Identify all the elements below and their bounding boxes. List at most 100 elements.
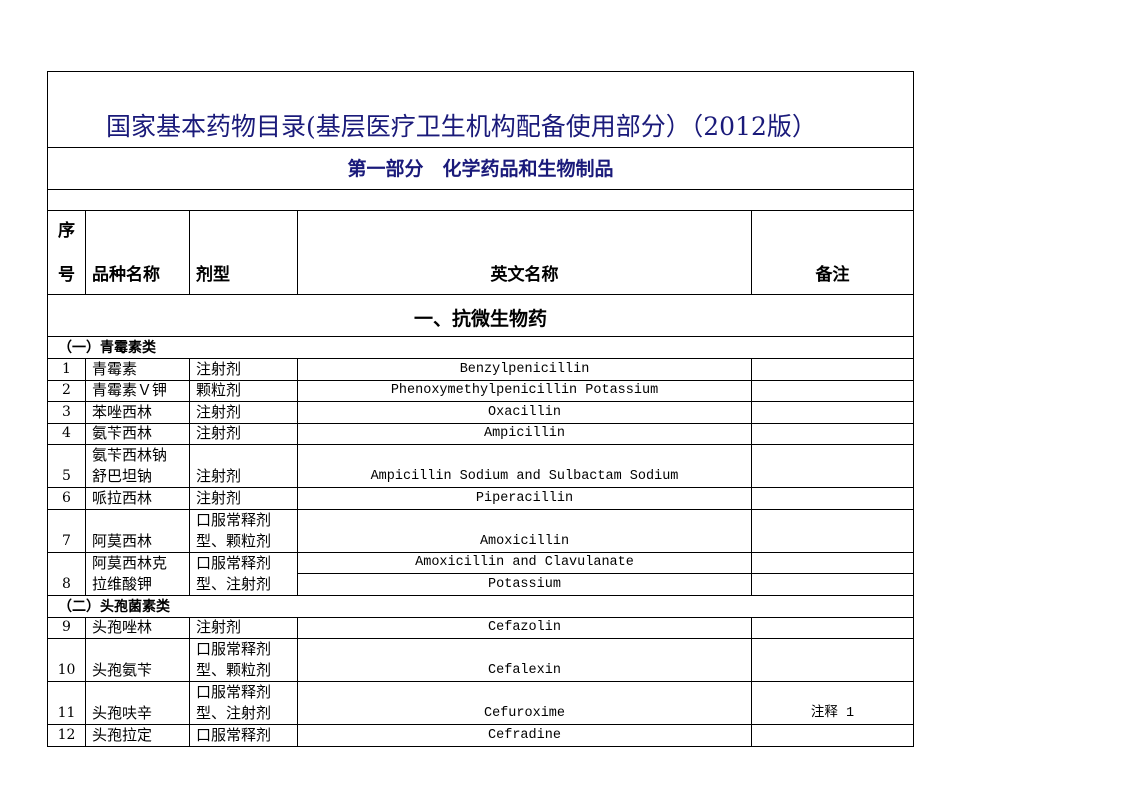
table-cell: 英文名称 bbox=[297, 210, 752, 295]
table-cell: 剂型 bbox=[189, 210, 298, 295]
cell-text: 一、抗微生物药 bbox=[413, 308, 547, 330]
cell-text: 型、注射剂 bbox=[196, 574, 272, 593]
table-cell bbox=[751, 573, 914, 596]
cell-text: 型、颗粒剂 bbox=[196, 531, 272, 550]
cell-text: 英文名称 bbox=[490, 265, 559, 285]
table-cell: Oxacillin bbox=[297, 401, 752, 424]
cell-text: 注射剂 bbox=[196, 402, 242, 421]
table-cell: Cefuroxime bbox=[297, 681, 752, 725]
cell-text: 青霉素 bbox=[92, 359, 138, 378]
table-cell bbox=[751, 444, 914, 488]
cell-text: 2 bbox=[62, 382, 71, 398]
table-cell: 青霉素Ｖ钾 bbox=[85, 379, 190, 402]
table-cell: Cefalexin bbox=[297, 638, 752, 682]
cell-text: Cefalexin bbox=[488, 663, 561, 678]
table-cell bbox=[751, 379, 914, 402]
table-cell: 2 bbox=[47, 379, 86, 402]
table-cell: Potassium bbox=[297, 573, 752, 596]
table-cell: 氨苄西林钠 舒巴坦钠 bbox=[85, 444, 190, 488]
table-cell bbox=[751, 551, 914, 574]
cell-text: 口服常释剂 bbox=[196, 553, 272, 572]
cell-text: 氨苄西林钠 bbox=[92, 446, 168, 464]
table-cell: 品种名称 bbox=[85, 210, 190, 295]
table-cell: 头孢拉定 bbox=[85, 724, 190, 747]
cell-text: 第一部分 化学药品和生物制品 bbox=[347, 158, 614, 180]
table-cell bbox=[47, 189, 914, 211]
cell-text: Potassium bbox=[488, 576, 561, 592]
table-cell: Amoxicillin bbox=[297, 508, 752, 553]
cell-text: 头孢呋辛 bbox=[92, 704, 153, 722]
table-cell: 第一部分 化学药品和生物制品 bbox=[47, 147, 914, 190]
cell-text: Ampicillin Sodium and Sulbactam Sodium bbox=[370, 469, 679, 484]
table-cell: Cefradine bbox=[297, 724, 752, 747]
table-cell bbox=[751, 508, 914, 553]
table-cell: 9 bbox=[47, 616, 86, 639]
table-cell: 青霉素 bbox=[85, 358, 190, 381]
table-cell: 12 bbox=[47, 724, 86, 747]
cell-text: 阿莫西林 bbox=[92, 531, 153, 550]
table-cell: Phenoxymethylpenicillin Potassium bbox=[297, 379, 752, 402]
cell-text: Cefazolin bbox=[488, 620, 561, 635]
table-cell: Piperacillin bbox=[297, 487, 752, 510]
table-cell: Amoxicillin and Clavulanate bbox=[297, 551, 752, 574]
cell-text: 品种名称 bbox=[92, 265, 160, 285]
table-cell: 一、抗微生物药 bbox=[47, 294, 914, 337]
table-cell: 5 bbox=[47, 444, 86, 488]
table-cell: 注射剂 bbox=[189, 422, 298, 445]
table-cell: Ampicillin bbox=[297, 422, 752, 445]
table-cell bbox=[751, 401, 914, 424]
cell-text: Cefuroxime bbox=[483, 706, 565, 721]
cell-text: 口服常释剂 bbox=[196, 725, 272, 744]
cell-text: 头孢氨苄 bbox=[92, 661, 153, 679]
cell-text: 7 bbox=[62, 532, 71, 549]
cell-text: 备注 bbox=[815, 265, 850, 285]
table-cell: 注释 1 bbox=[751, 681, 914, 725]
table-cell: 8 bbox=[47, 551, 86, 596]
cell-text: 8 bbox=[62, 575, 71, 592]
table-cell: 注射剂 bbox=[189, 358, 298, 381]
cell-text: 注射剂 bbox=[196, 424, 242, 442]
cell-text: 11 bbox=[57, 705, 76, 721]
cell-text: Amoxicillin bbox=[479, 533, 570, 549]
cell-text: 1 bbox=[62, 360, 71, 377]
table-cell bbox=[751, 422, 914, 445]
cell-text: 苯唑西林 bbox=[92, 402, 153, 421]
table-cell: Cefazolin bbox=[297, 616, 752, 639]
table-cell bbox=[751, 724, 914, 747]
cell-text: 型、注射剂 bbox=[196, 704, 272, 722]
cell-text: 剂型 bbox=[196, 265, 230, 285]
table-cell: 口服常释剂 型、注射剂 bbox=[189, 681, 298, 725]
cell-text: 头孢拉定 bbox=[92, 725, 153, 744]
cell-text: 口服常释剂 bbox=[196, 510, 272, 529]
table-cell bbox=[751, 616, 914, 639]
cell-text: 注释 1 bbox=[810, 706, 855, 721]
table-cell: Benzylpenicillin bbox=[297, 358, 752, 381]
cell-text: 氨苄西林 bbox=[92, 424, 153, 442]
cell-text: Phenoxymethylpenicillin Potassium bbox=[390, 383, 659, 398]
cell-text: 型、颗粒剂 bbox=[196, 661, 272, 679]
cell-text: 12 bbox=[57, 726, 76, 743]
cell-text: 6 bbox=[62, 489, 71, 506]
table-cell: 口服常释剂型、颗粒剂 bbox=[189, 508, 298, 553]
table-cell: 头孢呋辛 bbox=[85, 681, 190, 725]
cell-text: 国家基本药物目录(基层医疗卫生机构配备使用部分）（2012版） bbox=[106, 112, 817, 141]
table-cell: 6 bbox=[47, 487, 86, 510]
table-cell: Ampicillin Sodium and Sulbactam Sodium bbox=[297, 444, 752, 488]
table-cell: 备注 bbox=[751, 210, 914, 295]
table-cell: 阿莫西林克 拉维酸钾 bbox=[85, 551, 190, 596]
cell-text: 注射剂 bbox=[196, 488, 242, 507]
table-cell: 4 bbox=[47, 422, 86, 445]
table-cell: 3 bbox=[47, 401, 86, 424]
cell-text: 阿莫西林克 bbox=[92, 553, 168, 572]
cell-text: 头孢唑林 bbox=[92, 618, 153, 636]
table-cell: 氨苄西林 bbox=[85, 422, 190, 445]
cell-text: Cefradine bbox=[488, 727, 561, 743]
table-cell: 头孢唑林 bbox=[85, 616, 190, 639]
cell-text: Oxacillin bbox=[488, 404, 561, 420]
table-cell: 哌拉西林 bbox=[85, 487, 190, 510]
table-cell: 国家基本药物目录(基层医疗卫生机构配备使用部分）（2012版） bbox=[47, 71, 914, 148]
table-cell bbox=[751, 358, 914, 381]
table-cell: 7 bbox=[47, 508, 86, 553]
table-cell: 阿莫西林 bbox=[85, 508, 190, 553]
